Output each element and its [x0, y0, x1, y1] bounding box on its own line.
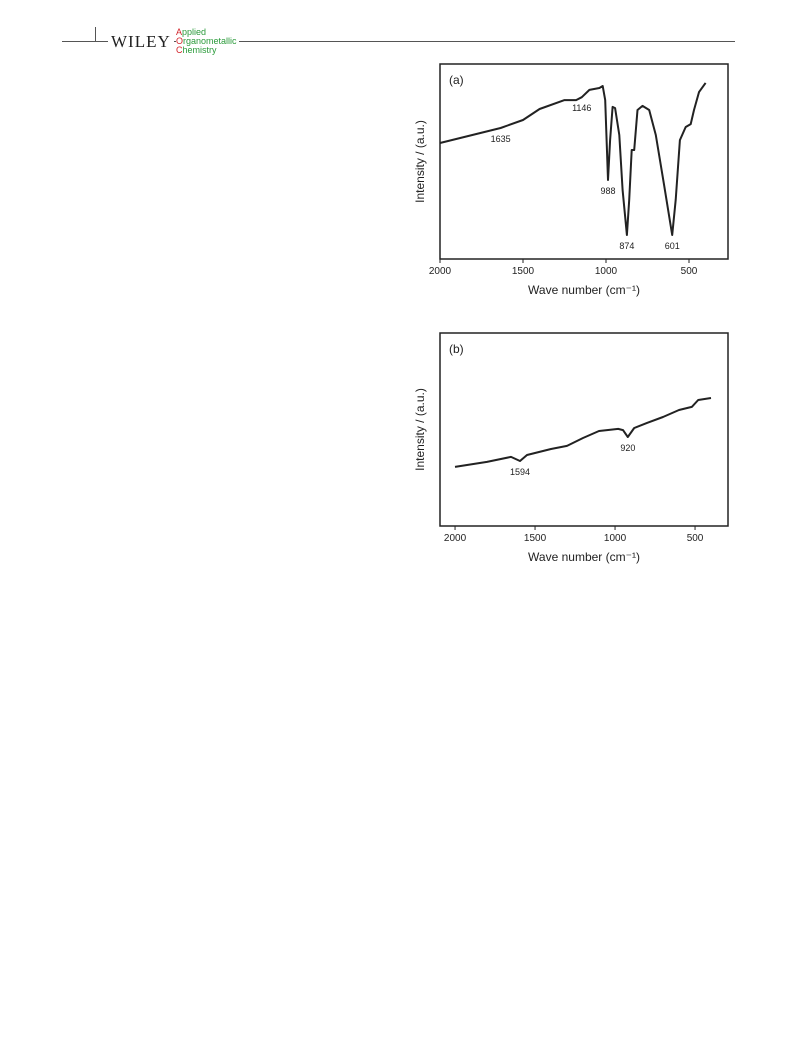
peak-annotation: 1635	[491, 134, 511, 144]
x-tick-label: 2000	[444, 533, 467, 544]
x-axis-label: Wave number (cm⁻¹)	[528, 550, 640, 564]
x-tick-label: 1500	[524, 533, 547, 544]
publisher-logo: WILEY	[108, 32, 174, 52]
plot-frame	[439, 63, 729, 260]
x-tick-label: 2000	[429, 266, 452, 277]
panel-label: (b)	[449, 342, 464, 356]
peak-annotation: 601	[665, 241, 680, 251]
peak-annotation: 988	[600, 186, 615, 196]
spectrum-line	[439, 82, 707, 236]
journal-word: Organometallic	[176, 36, 237, 46]
x-tick-label: 1500	[512, 266, 535, 277]
x-tick-label: 500	[687, 533, 704, 544]
journal-word: Applied	[176, 27, 207, 37]
x-tick-label: 1000	[595, 266, 618, 277]
x-tick-label: 1000	[604, 533, 627, 544]
plot-frame	[439, 332, 729, 527]
journal-word: Chemistry	[176, 45, 217, 55]
journal-name: Applied Organometallic Chemistry	[176, 28, 239, 55]
peak-annotation: 1146	[572, 103, 591, 113]
peak-annotation: 874	[619, 241, 634, 251]
panel-label: (a)	[449, 73, 464, 87]
x-axis-label: Wave number (cm⁻¹)	[528, 283, 640, 297]
spectrum-line	[454, 397, 712, 468]
x-tick-label: 500	[681, 266, 698, 277]
header-rule	[62, 41, 735, 42]
y-axis-label: Intensity / (a.u.)	[413, 388, 427, 471]
peak-annotation: 1594	[510, 467, 530, 477]
peak-annotation: 920	[620, 443, 635, 453]
header-tick	[95, 27, 96, 42]
y-axis-label: Intensity / (a.u.)	[413, 120, 427, 203]
